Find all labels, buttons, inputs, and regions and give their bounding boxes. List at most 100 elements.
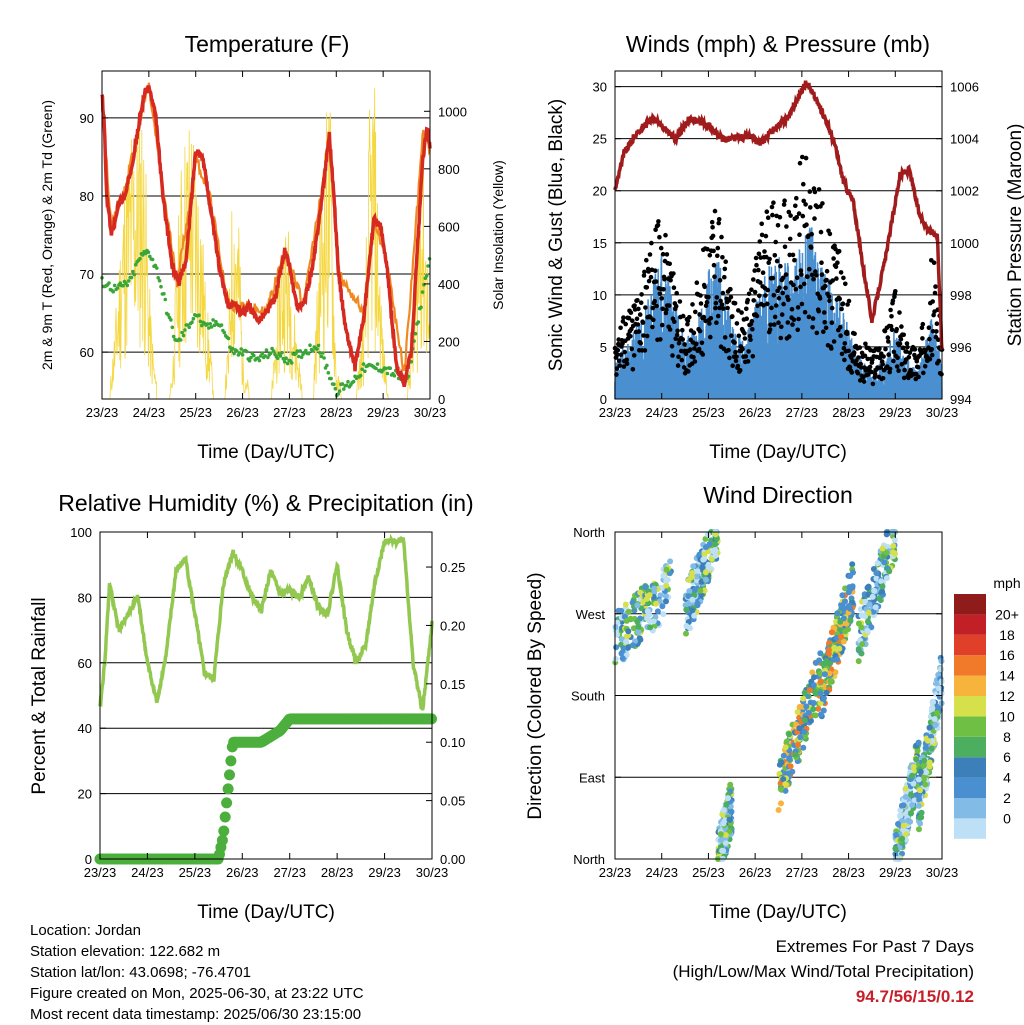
wind-direction-x-label: Time (Day/UTC) [709,902,847,923]
gust-point [721,306,726,311]
gust-point [746,349,751,354]
colorbar-swatch [954,696,986,717]
direction-point [908,791,914,798]
gust-point [752,289,758,295]
direction-point [623,652,630,659]
direction-point [782,744,789,751]
winds-y-label: Sonic Wind & Gust (Blue, Black) [546,99,567,371]
gust-point [837,296,842,302]
gust-point [677,299,683,304]
extremes-values: 94.7/56/15/0.12 [855,987,974,1006]
gust-point [904,341,910,346]
gust-point [795,305,801,310]
direction-point [879,583,886,590]
recent-timestamp: Most recent data timestamp: 2025/06/30 2… [30,1006,362,1023]
gust-point [886,339,891,344]
direction-point [683,606,690,613]
gust-point [932,290,938,296]
direction-point [859,641,866,648]
gust-point [852,331,857,337]
gust-point [704,299,710,305]
gust-point [720,290,726,296]
direction-point [634,602,641,609]
gust-point [780,290,785,296]
dewpoint-point [358,373,363,378]
gust-point [727,355,732,361]
direction-point [920,776,927,783]
dewpoint-point [280,350,284,355]
solar-y-tick-label: 800 [438,162,460,177]
gust-point [791,282,796,288]
precip-y-tick-label: 0.20 [440,618,465,633]
gust-point [929,347,934,352]
gust-point [833,264,839,270]
gust-point [775,223,781,228]
direction-point [931,716,938,722]
gust-point [692,359,698,364]
direction-point [922,781,929,788]
wind-x-tick-label: 25/23 [692,405,725,420]
dewpoint-point [166,312,170,317]
wind-x-tick-label: 29/23 [879,405,912,420]
gust-point [830,278,835,283]
gust-point [622,349,628,355]
gust-point [927,356,933,362]
gust-point [635,298,640,303]
direction-y-tick-label: South [571,689,605,704]
precipitation-point [218,825,230,837]
gust-point [699,340,705,346]
gust-point [620,341,625,346]
gust-point [787,252,792,258]
temperature-y-tick-label: 90 [80,111,94,126]
dewpoint-point [115,286,120,290]
gust-point [660,306,665,312]
direction-point [723,801,730,808]
direction-point [689,607,696,614]
gust-point [730,363,735,369]
gust-point [698,293,703,298]
gust-point [629,346,635,352]
direction-point [620,645,627,652]
gust-point [725,305,730,311]
pressure-y-tick-label: 998 [950,288,972,303]
precip-y-tick-label: 0.00 [440,852,465,867]
dewpoint-point [306,351,311,356]
direction-point [890,549,897,556]
gust-point [735,363,741,369]
gust-point [667,327,673,332]
direction-point [843,620,850,627]
colorbar-label: 6 [1003,749,1011,765]
dewpoint-point [133,262,138,267]
temperature-title: Temperature (F) [185,31,350,57]
gust-point [680,337,685,342]
gust-point [744,306,749,312]
gust-point [708,334,713,340]
gust-point [883,346,888,352]
gust-point [680,313,686,319]
pressure-y-tick-label: 996 [950,340,972,355]
dewpoint-point [131,269,135,274]
gust-point [639,292,644,297]
gust-point [801,281,807,287]
gust-point [886,352,891,358]
direction-point [874,560,881,567]
direction-point [663,577,670,584]
colorbar-label: 4 [1003,770,1011,786]
direction-point [775,807,782,813]
direction-point [654,608,661,615]
direction-point [810,682,817,689]
gust-point [806,314,812,320]
direction-point [623,617,630,624]
gust-point [838,333,843,339]
direction-point [831,644,838,651]
gust-point [808,245,814,250]
gust-point [628,334,633,339]
figure-created: Figure created on Mon, 2025-06-30, at 23… [30,985,364,1002]
temperature-x-tick-label: 25/23 [179,405,212,420]
humidity-y-tick-label: 80 [78,590,92,605]
gust-point [726,347,731,353]
gust-point [799,301,805,307]
gust-point [795,327,800,333]
direction-point [644,608,651,615]
direction-point [828,629,835,636]
